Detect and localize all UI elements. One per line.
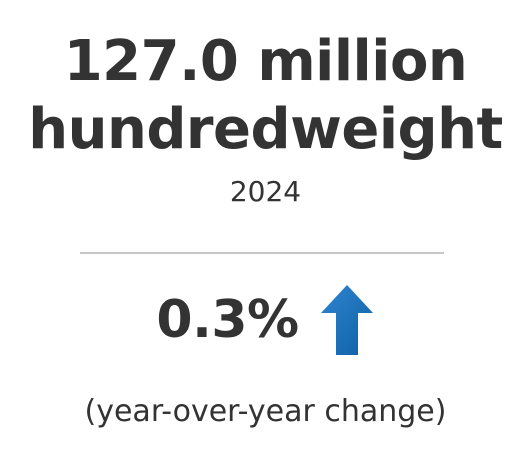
change-value: 0.3% [156,290,299,350]
divider [80,252,444,254]
headline-unit: hundredweight [28,97,503,162]
stat-year: 2024 [229,175,302,208]
arrow-up-icon [320,285,373,355]
change-row: 0.3% [0,280,531,360]
headline-value: 127.0 million [63,29,468,94]
change-caption: (year-over-year change) [84,394,447,429]
